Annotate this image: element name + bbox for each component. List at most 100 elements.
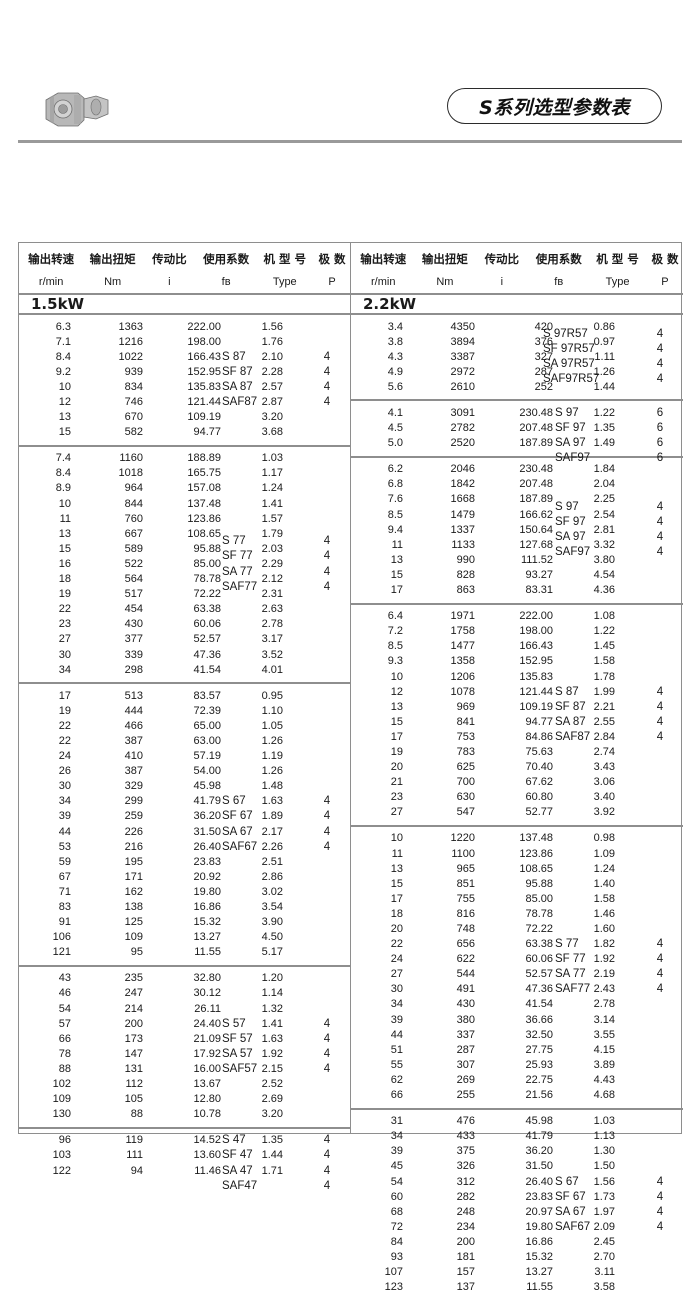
type-list: S 97R57 4 SF 97R57 4 SA 97R57 4 SAF97R57 4 (539, 327, 677, 387)
cell-output-torque: 147 (124, 1047, 143, 1060)
cell-output-torque: 2610 (450, 380, 475, 393)
cell-output-torque: 105 (124, 1093, 143, 1106)
type-row: SF 47 4 (218, 1148, 344, 1163)
cell-output-torque: 476 (456, 1115, 475, 1128)
cell-service-factor: 3.55 (593, 1028, 615, 1041)
table-row: 17 753 84.86 2.84 (351, 729, 683, 744)
cell-output-speed: 15 (58, 426, 71, 439)
model-type: SA 67 (222, 825, 253, 838)
pole-count: 4 (323, 1047, 331, 1060)
table-row: 12 1078 121.44 1.99 (351, 684, 683, 699)
table-row: 39 380 36.66 3.14 (351, 1012, 683, 1027)
cell-output-torque: 630 (456, 791, 475, 804)
table-row: 55 307 25.93 3.89 (351, 1057, 683, 1072)
cell-output-speed: 88 (58, 1062, 71, 1075)
model-type: SAF77 (222, 580, 258, 593)
table-row: 8.5 1477 166.43 1.45 (351, 639, 683, 654)
pole-count: 4 (323, 550, 331, 563)
cell-output-torque: 544 (456, 968, 475, 981)
table-row: 59 195 23.83 2.51 (19, 854, 350, 869)
cell-output-torque: 625 (456, 761, 475, 774)
cell-output-speed: 122 (52, 1164, 71, 1177)
cell-service-factor: 1.03 (261, 452, 283, 465)
cell-output-torque: 387 (124, 765, 143, 778)
table-row: 34 299 41.79 1.63 (19, 794, 350, 809)
cell-output-speed: 78 (58, 1047, 71, 1060)
cell-output-speed: 15 (58, 542, 71, 555)
cell-output-speed: 11 (391, 847, 403, 860)
cell-service-factor: 2.57 (261, 380, 283, 393)
header-service-factor-cn: 使用系数 (203, 251, 250, 266)
cell-output-torque: 298 (124, 663, 143, 676)
cell-output-speed: 10 (58, 497, 71, 510)
cell-output-torque: 387 (124, 734, 143, 747)
cell-output-speed: 39 (390, 1145, 403, 1158)
cell-ratio: 13.27 (193, 931, 221, 944)
cell-service-factor: 1.50 (593, 1160, 615, 1173)
table-row: 8.9 964 157.08 1.24 (19, 481, 350, 496)
cell-service-factor: 4.68 (593, 1089, 615, 1102)
type-row: S 77 4 (218, 534, 344, 549)
cell-output-torque: 2046 (450, 463, 475, 476)
cell-service-factor: 2.17 (261, 825, 283, 838)
cell-ratio: 230.48 (519, 407, 553, 420)
cell-service-factor: 4.15 (593, 1043, 615, 1056)
gear-reducer-image (45, 92, 109, 127)
cell-ratio: 52.57 (525, 968, 553, 981)
header-output-speed-cn: 输出转速 (360, 251, 407, 266)
cell-output-speed: 6.4 (387, 610, 403, 623)
blocks-right: 3.4 4350 420 0.86 3.8 3894 376 0.97 4.3 3387 327 1.… (351, 315, 683, 1300)
cell-service-factor: 1.10 (261, 704, 283, 717)
model-type: S 97R57 (543, 328, 588, 341)
table-row: 91 125 15.32 3.90 (19, 915, 350, 930)
cell-service-factor: 2.45 (593, 1235, 615, 1248)
type-row: SAF87 4 (218, 394, 344, 409)
cell-output-torque: 589 (124, 542, 143, 555)
pole-count: 4 (656, 1190, 664, 1203)
cell-output-speed: 27 (390, 968, 403, 981)
cell-ratio: 26.11 (194, 1002, 221, 1015)
spec-block: 6.2 2046 230.48 1.84 6.8 1842 207.48 2.04 7.6 166… (351, 458, 683, 605)
cell-service-factor: 3.58 (593, 1281, 615, 1294)
cell-ratio: 63.38 (525, 938, 553, 951)
spec-block: 3.4 4350 420 0.86 3.8 3894 376 0.97 4.3 3387 327 1.… (351, 315, 683, 402)
cell-ratio: 47.36 (193, 648, 221, 661)
cell-ratio: 135.83 (519, 670, 553, 683)
table-row: 16 522 85.00 2.29 (19, 556, 350, 571)
spec-block: 4.1 3091 230.48 1.22 4.5 2782 207.48 1.35 5.0 252… (351, 401, 683, 464)
table-row: 57 200 24.40 1.41 (19, 1016, 350, 1031)
table-row: 13 667 108.65 1.79 (19, 526, 350, 541)
cell-output-speed: 103 (52, 1149, 71, 1162)
cell-output-speed: 13 (390, 553, 403, 566)
cell-output-torque: 746 (124, 396, 143, 409)
title-badge: S系列选型参数表 (447, 88, 662, 124)
pole-count: 4 (323, 1179, 331, 1192)
cell-output-speed: 39 (390, 1013, 403, 1026)
table-row: 19 444 72.39 1.10 (19, 703, 350, 718)
table-row: 46 247 30.12 1.14 (19, 986, 350, 1001)
cell-service-factor: 2.55 (593, 715, 615, 728)
cell-output-speed: 20 (390, 923, 403, 936)
pole-count: 4 (656, 1220, 664, 1233)
cell-ratio: 15.32 (193, 916, 221, 929)
cell-output-speed: 17 (390, 584, 403, 597)
cell-ratio: 85.00 (193, 557, 221, 570)
pole-count: 4 (323, 396, 331, 409)
cell-service-factor: 1.24 (593, 862, 615, 875)
cell-output-speed: 9.3 (387, 655, 403, 668)
type-row: SF 67 4 (218, 809, 344, 824)
cell-output-torque: 2972 (450, 365, 475, 378)
table-row: 19 783 75.63 2.74 (351, 744, 683, 759)
table-row: 11 1133 127.68 3.32 (351, 537, 683, 552)
cell-ratio: 23.83 (193, 855, 221, 868)
cell-ratio: 85.00 (525, 892, 553, 905)
model-type: SA 47 (222, 1164, 253, 1177)
cell-ratio: 78.78 (193, 573, 221, 586)
cell-output-speed: 8.4 (55, 350, 71, 363)
cell-ratio: 57.19 (193, 750, 221, 763)
cell-service-factor: 2.78 (593, 998, 615, 1011)
type-row: S 97R57 4 (539, 327, 677, 342)
cell-service-factor: 3.68 (261, 426, 283, 439)
cell-output-torque: 1842 (450, 478, 475, 491)
pole-count: 4 (323, 1062, 331, 1075)
